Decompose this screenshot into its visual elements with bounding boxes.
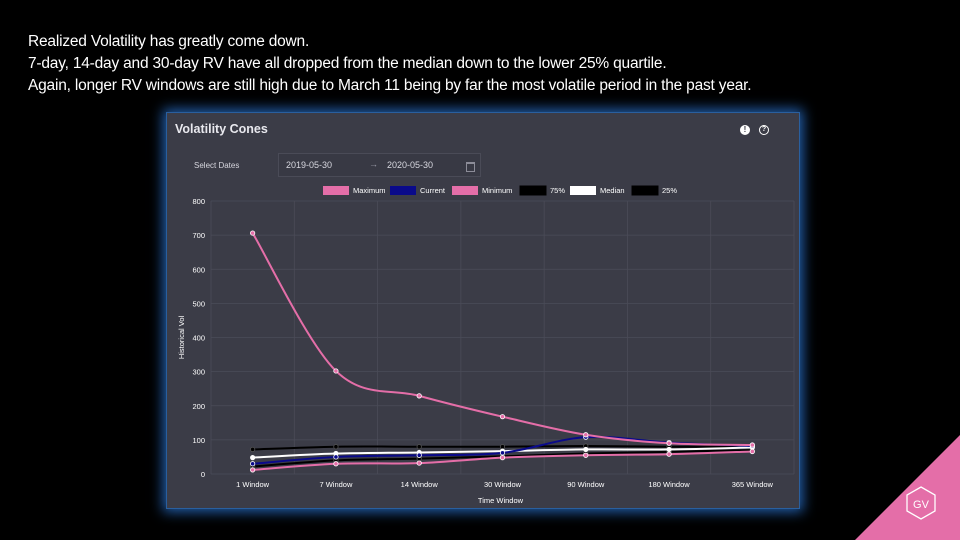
data-point-75pct <box>333 444 339 450</box>
date-end-value[interactable]: 2020-05-30 <box>387 160 434 170</box>
data-point-minimum <box>333 461 339 467</box>
x-tick-label: 365 Window <box>732 480 774 489</box>
data-point-maximum <box>666 440 672 446</box>
data-point-75pct <box>416 444 422 450</box>
y-tick-label: 400 <box>192 334 205 343</box>
legend-swatch-75pct <box>519 185 547 196</box>
x-tick-label: 1 Window <box>236 480 270 489</box>
data-point-maximum <box>416 393 422 399</box>
data-point-median <box>250 455 256 461</box>
data-point-current <box>499 450 506 456</box>
x-axis-title: Time Window <box>478 496 524 505</box>
date-start-value[interactable]: 2019-05-30 <box>286 160 333 170</box>
logo-corner-triangle <box>855 435 960 540</box>
select-dates-label: Select Dates <box>194 161 240 170</box>
logo-hexagon <box>906 486 936 520</box>
data-point-current <box>333 454 339 460</box>
legend-swatch-median <box>570 186 596 195</box>
legend-swatch-25pct <box>631 185 659 196</box>
heading-line-1: Realized Volatility has greatly come dow… <box>28 33 310 50</box>
data-point-maximum <box>333 368 339 374</box>
x-tick-label: 30 Window <box>484 480 522 489</box>
legend-label-25pct: 25% <box>662 186 677 195</box>
heading-line-3: Again, longer RV windows are still high … <box>28 77 752 94</box>
y-axis-title: Historical Vol <box>177 315 186 359</box>
legend-label-median: Median <box>600 186 625 195</box>
x-tick-label: 14 Window <box>401 480 439 489</box>
data-point-minimum <box>749 448 755 455</box>
heading-line-2: 7-day, 14-day and 30-day RV have all dro… <box>28 55 667 72</box>
legend-swatch-minimum <box>452 186 478 195</box>
logo-text: GV <box>913 499 930 511</box>
legend-label-minimum: Minimum <box>482 186 512 195</box>
data-point-minimum <box>250 467 256 473</box>
legend-label-75pct: 75% <box>550 186 565 195</box>
x-tick-label: 180 Window <box>648 480 690 489</box>
data-point-current <box>416 452 422 458</box>
data-point-minimum <box>416 460 422 466</box>
data-point-maximum <box>499 414 506 420</box>
y-tick-label: 0 <box>201 470 205 479</box>
data-point-maximum <box>749 442 755 448</box>
data-point-minimum <box>666 451 672 457</box>
date-range-picker[interactable]: 2019-05-30 → 2020-05-30 <box>278 153 481 177</box>
x-tick-label: 90 Window <box>567 480 605 489</box>
legend-label-current: Current <box>420 186 446 195</box>
y-tick-label: 300 <box>192 368 205 377</box>
y-tick-label: 200 <box>192 402 205 411</box>
data-point-maximum <box>583 432 589 438</box>
y-tick-label: 600 <box>192 265 205 274</box>
y-tick-label: 500 <box>192 299 205 308</box>
panel-title: Volatility Cones <box>175 122 268 136</box>
slide-heading: Realized Volatility has greatly come dow… <box>28 31 928 97</box>
data-point-current <box>250 461 256 467</box>
y-tick-label: 800 <box>192 197 205 206</box>
exclamation-circle-icon[interactable]: ! <box>740 125 750 135</box>
data-point-median <box>583 446 589 453</box>
y-tick-label: 700 <box>192 231 205 240</box>
legend-swatch-current <box>390 186 416 195</box>
legend-label-maximum: Maximum <box>353 186 386 195</box>
x-tick-label: 7 Window <box>319 480 353 489</box>
calendar-icon[interactable] <box>466 162 475 172</box>
question-circle-icon[interactable]: ? <box>759 125 769 135</box>
data-point-minimum <box>583 452 589 458</box>
legend-swatch-maximum <box>323 186 349 195</box>
y-tick-label: 100 <box>192 436 205 445</box>
data-point-75pct <box>250 446 256 453</box>
arrow-right-icon: → <box>369 159 378 169</box>
data-point-maximum <box>250 230 256 236</box>
